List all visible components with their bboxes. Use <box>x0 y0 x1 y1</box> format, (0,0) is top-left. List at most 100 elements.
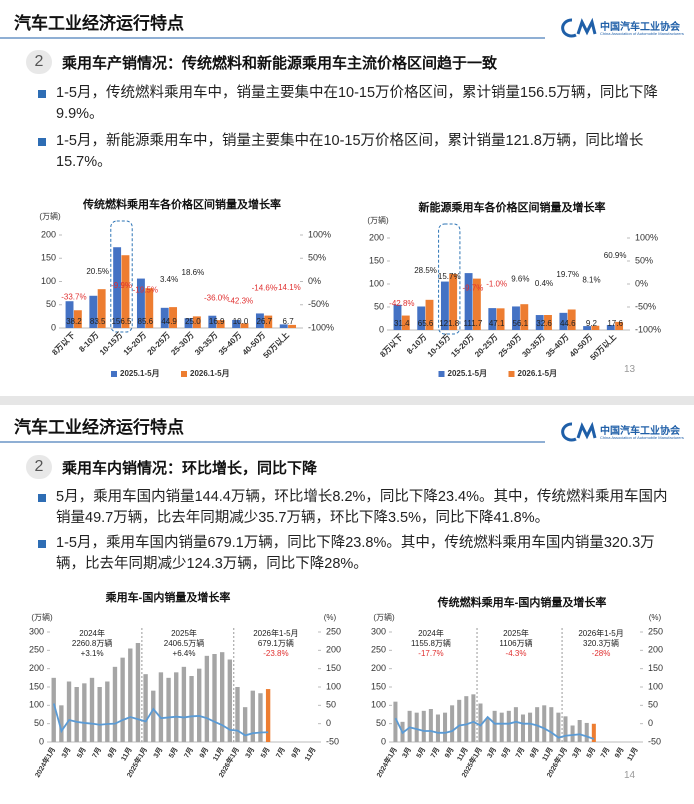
x-tick-label: 9月 <box>613 746 625 759</box>
bar <box>464 696 469 742</box>
bar-value-label: 121.8 <box>439 319 460 328</box>
growth-label: 18.6% <box>182 268 205 277</box>
bar <box>471 694 476 742</box>
annotation-total: 679.1万辆 <box>258 638 294 648</box>
highlight-frame <box>110 220 133 333</box>
x-tick-label: 15-20万 <box>449 333 475 359</box>
annotation-growth: -17.7% <box>418 649 443 658</box>
x-tick-label: 7月 <box>429 746 441 759</box>
bar <box>121 255 130 328</box>
x-tick-label: 5月 <box>259 746 271 759</box>
y2-tick-label: 0 <box>326 718 331 728</box>
annotation-growth: -28% <box>592 649 611 658</box>
bar <box>136 278 145 328</box>
x-tick-label: 20-25万 <box>146 331 172 357</box>
section-title: 乘用车产销情况：传统燃料和新能源乘用车主流价格区间趋于一致 <box>62 55 498 72</box>
bar <box>499 712 504 742</box>
y-tick-label: 250 <box>371 645 386 655</box>
bar <box>166 677 171 742</box>
y-tick-label: 100 <box>369 278 384 288</box>
x-tick-label: 3月 <box>244 746 256 759</box>
x-tick-label: 3月 <box>486 746 498 759</box>
bullet-marker <box>38 540 46 548</box>
bar <box>443 712 448 742</box>
bar <box>520 304 529 330</box>
y-tick-label: 50 <box>34 718 44 728</box>
x-tick-label: 3月 <box>401 746 413 759</box>
bar <box>485 718 490 742</box>
slide-divider <box>0 396 694 405</box>
annotation-label: 2026年1-5月 <box>578 628 623 638</box>
chart-title: 传统燃料乘用车-国内销量及增长率 <box>437 595 607 609</box>
legend-swatch <box>438 371 445 377</box>
bar <box>606 324 615 330</box>
bar <box>143 674 148 742</box>
bar <box>421 710 426 742</box>
y-tick-label: 100 <box>41 276 56 286</box>
y2-tick-label: 0% <box>635 278 648 288</box>
growth-label: 28.5% <box>414 266 437 275</box>
bar <box>212 654 217 742</box>
x-tick-label: 5月 <box>415 746 427 759</box>
bar-value-label: 44.6 <box>560 319 576 328</box>
bar <box>513 707 518 742</box>
bar <box>113 247 122 328</box>
bar <box>160 307 169 328</box>
bar <box>393 304 402 330</box>
x-tick-label: 7月 <box>274 746 286 759</box>
growth-label: -36.0% <box>204 293 229 302</box>
y-tick-label: 0 <box>379 324 384 334</box>
bar-value-label: 56.1 <box>513 319 529 328</box>
y2-tick-label: 150 <box>648 663 663 673</box>
bar <box>528 712 533 742</box>
y-tick-label: 200 <box>369 232 384 242</box>
annotation-total: 2260.8万辆 <box>72 638 112 648</box>
bar <box>204 655 210 742</box>
bar <box>401 315 410 330</box>
bar <box>414 712 419 742</box>
legend-swatch <box>181 371 187 377</box>
y-axis-label: (万辆) <box>373 612 395 622</box>
annotation-total: 1155.8万辆 <box>411 638 451 648</box>
logo <box>561 17 597 442</box>
bar <box>89 677 95 742</box>
bar <box>563 716 568 742</box>
bar <box>242 707 248 742</box>
bar <box>559 312 568 330</box>
bar-value-label: 85.6 <box>138 317 154 326</box>
annotation-label: 2024年 <box>418 628 444 638</box>
x-tick-label: 5月 <box>75 746 87 759</box>
growth-label: -33.7% <box>61 292 86 301</box>
bar-value-label: 156.5 <box>111 317 132 326</box>
y-tick-label: 200 <box>29 663 44 673</box>
bar <box>227 659 233 742</box>
section-title: 乘用车内销情况：环比增长，同比下降 <box>62 460 318 477</box>
x-tick-label: 10-15万 <box>426 333 452 359</box>
legend-swatch <box>111 371 117 377</box>
bar-value-label: 9.2 <box>586 319 598 328</box>
bar <box>464 273 473 330</box>
bar <box>535 315 544 330</box>
bar <box>82 683 87 742</box>
annotation-label: 2025年 <box>503 628 529 638</box>
bar <box>577 720 582 742</box>
growth-label: 19.7% <box>556 270 579 279</box>
bar <box>567 309 576 330</box>
bar <box>240 323 249 328</box>
y2-tick-label: -50% <box>635 301 656 311</box>
bar <box>97 289 106 328</box>
bar <box>496 308 505 330</box>
y-tick-label: 300 <box>371 626 386 636</box>
growth-label: 3.4% <box>160 275 178 284</box>
y-tick-label: 150 <box>41 253 56 263</box>
bar <box>265 689 271 742</box>
x-tick-label: 35-40万 <box>544 333 570 359</box>
bar <box>51 677 56 742</box>
x-tick-label: 50万以上 <box>588 332 618 362</box>
bar <box>208 315 217 328</box>
y2-tick-label: -100% <box>635 324 661 334</box>
x-tick-label: 3月 <box>152 746 164 759</box>
y-tick-label: 0 <box>381 736 386 746</box>
x-tick-label: 7月 <box>183 746 195 759</box>
y2-tick-label: 50% <box>308 253 326 263</box>
